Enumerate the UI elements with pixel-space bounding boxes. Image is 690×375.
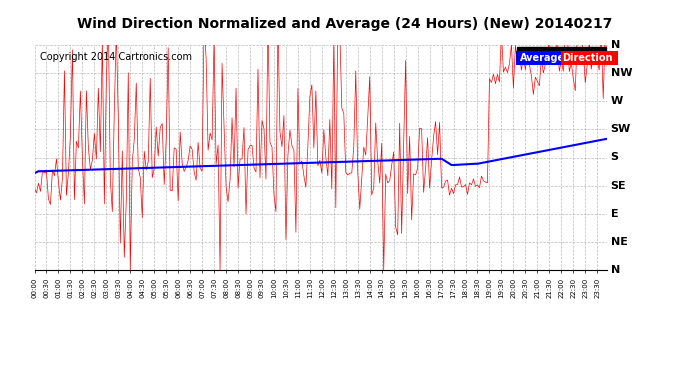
Text: Average: Average xyxy=(520,53,564,63)
Text: S: S xyxy=(611,153,619,162)
Text: N: N xyxy=(611,40,620,50)
Text: E: E xyxy=(611,209,618,219)
Text: Direction: Direction xyxy=(562,53,613,63)
Text: Direction: Direction xyxy=(565,53,616,63)
Text: N: N xyxy=(611,265,620,275)
Text: Copyright 2014 Cartronics.com: Copyright 2014 Cartronics.com xyxy=(40,52,193,62)
Text: NW: NW xyxy=(611,68,632,78)
Text: SW: SW xyxy=(611,124,631,134)
Text: SE: SE xyxy=(611,181,627,190)
Text: W: W xyxy=(611,96,623,106)
FancyBboxPatch shape xyxy=(518,47,606,60)
Text: NE: NE xyxy=(611,237,627,247)
Text: Average: Average xyxy=(518,53,564,63)
Text: Wind Direction Normalized and Average (24 Hours) (New) 20140217: Wind Direction Normalized and Average (2… xyxy=(77,17,613,31)
